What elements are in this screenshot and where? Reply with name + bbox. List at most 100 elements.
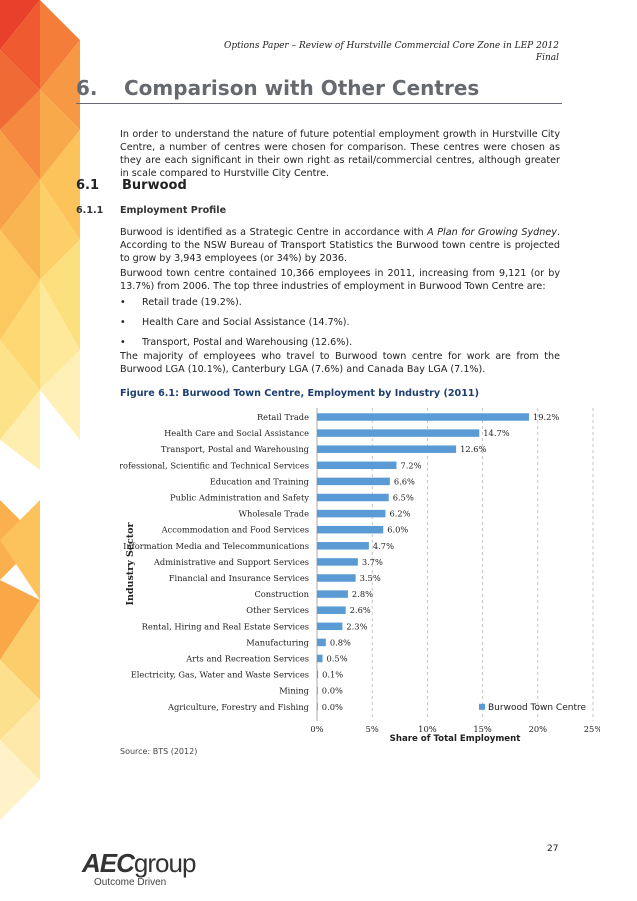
paragraph-employees: Burwood town centre contained 10,366 emp… (120, 268, 560, 292)
category-label: Education and Training (210, 476, 310, 486)
data-label: 0.0% (322, 702, 343, 712)
employment-bar-chart: Retail Trade 19.2% Health Care and Social … (120, 408, 600, 744)
bar (317, 542, 369, 550)
bar (317, 670, 319, 679)
category-label: Retail Trade (257, 412, 309, 422)
subsubsection-heading: 6.1.1 Employment Profile (76, 205, 226, 216)
logo-word-bold: AEC (82, 848, 135, 878)
bar (317, 509, 386, 518)
x-tick-label: 25% (584, 724, 600, 734)
category-label: Accommodation and Food Services (161, 525, 309, 535)
company-logo: AECgroup Outcome Driven (82, 848, 196, 888)
subsection-heading: 6.1 Burwood (76, 178, 187, 193)
bullet-list: • Retail trade (19.2%). • Health Care and … (120, 297, 560, 357)
category-label: Electricity, Gas, Water and Waste Servic… (131, 670, 309, 680)
x-tick-label: 10% (418, 724, 437, 734)
list-item: • Transport, Postal and Warehousing (12.6… (120, 337, 560, 357)
bar (317, 654, 323, 663)
category-label: Information Media and Telecommunications (123, 541, 309, 551)
category-label: Wholesale Trade (238, 509, 309, 519)
bullet-icon: • (120, 337, 126, 348)
section-heading: 6. Comparison with Other Centres (76, 76, 562, 104)
data-label: 2.8% (352, 589, 373, 599)
x-tick-label: 5% (366, 724, 379, 734)
intro-paragraph: In order to understand the nature of fut… (120, 129, 560, 179)
paragraph-strategic-centre: Burwood is identified as a Strategic Cen… (120, 226, 560, 265)
category-label: Agriculture, Forestry and Fishing (167, 702, 310, 712)
bar (317, 638, 326, 647)
x-tick-label: 20% (529, 724, 548, 734)
decorative-side-band (0, 0, 80, 820)
header-document-title: Options Paper – Review of Hurstville Com… (224, 41, 559, 51)
bar (317, 590, 348, 598)
bar (317, 429, 480, 437)
header-status: Final (535, 53, 559, 63)
bar (317, 461, 397, 470)
figure-title: Figure 6.1: Burwood Town Centre, Employm… (120, 388, 479, 399)
bar (317, 477, 390, 486)
para1-text-end: . According to the NSW Bureau of Transpo… (120, 227, 560, 264)
list-item: • Health Care and Social Assistance (14.7… (120, 317, 560, 337)
data-label: 7.2% (400, 460, 421, 470)
data-label: 6.0% (387, 525, 408, 535)
bar (317, 525, 384, 534)
bar (317, 703, 318, 711)
data-label: 0.5% (327, 654, 348, 664)
data-label: 0.8% (330, 637, 351, 647)
y-axis-title: Industry Sector (125, 522, 136, 606)
list-item-text: Retail trade (19.2%). (142, 297, 242, 308)
legend-swatch (479, 703, 485, 710)
category-label: Public Administration and Safety (170, 493, 309, 503)
data-label: 0.1% (322, 670, 343, 680)
data-label: 2.3% (346, 621, 367, 631)
bar (317, 574, 356, 582)
category-label: Health Care and Social Assistance (164, 428, 309, 438)
category-label: Construction (254, 589, 309, 599)
data-label: 0.0% (322, 686, 343, 696)
data-label: 12.6% (460, 444, 486, 454)
list-item: • Retail trade (19.2%). (120, 297, 560, 317)
bar (317, 622, 343, 631)
bar (317, 493, 389, 502)
section-number: 6. (76, 76, 98, 100)
bar (317, 558, 358, 566)
bar (317, 686, 318, 695)
data-label: 2.6% (350, 605, 371, 615)
bar (317, 606, 346, 614)
subsubsection-number: 6.1.1 (76, 205, 104, 216)
page-number: 27 (547, 844, 559, 854)
data-label: 14.7% (483, 428, 509, 438)
category-label: Other Services (246, 605, 309, 615)
logo-wordmark: AECgroup (82, 848, 196, 879)
para1-text-start: Burwood is identified as a Strategic Cen… (120, 227, 428, 238)
category-label: Mining (279, 686, 309, 696)
x-axis-title: Share of Total Employment (390, 734, 521, 744)
x-tick-label: 15% (473, 724, 492, 734)
category-label: Manufacturing (246, 637, 309, 647)
data-label: 3.7% (362, 557, 383, 567)
data-label: 6.6% (394, 476, 415, 486)
category-label: Transport, Postal and Warehousing (161, 444, 310, 454)
subsection-number: 6.1 (76, 178, 100, 193)
category-label: Rental, Hiring and Real Estate Services (142, 621, 309, 631)
bullet-icon: • (120, 297, 126, 308)
running-header: Options Paper – Review of Hurstville Com… (224, 40, 559, 64)
category-label: Administrative and Support Services (153, 557, 309, 567)
list-item-text: Transport, Postal and Warehousing (12.6%… (142, 337, 353, 348)
figure-source: Source: BTS (2012) (120, 747, 198, 756)
subsection-title: Burwood (122, 178, 187, 193)
data-label: 19.2% (533, 412, 559, 422)
legend-label: Burwood Town Centre (488, 703, 586, 713)
data-label: 6.5% (393, 493, 414, 503)
category-label: Financial and Insurance Services (169, 573, 309, 583)
bar (317, 445, 457, 453)
logo-tagline: Outcome Driven (94, 877, 167, 888)
x-tick-label: 0% (310, 724, 323, 734)
bullet-icon: • (120, 317, 126, 328)
plan-reference: A Plan for Growing Sydney (427, 227, 557, 238)
paragraph-travel: The majority of employees who travel to … (120, 351, 560, 375)
logo-word-rest: group (133, 848, 196, 878)
bar (317, 413, 529, 421)
data-label: 4.7% (373, 541, 394, 551)
section-title: Comparison with Other Centres (124, 76, 480, 100)
